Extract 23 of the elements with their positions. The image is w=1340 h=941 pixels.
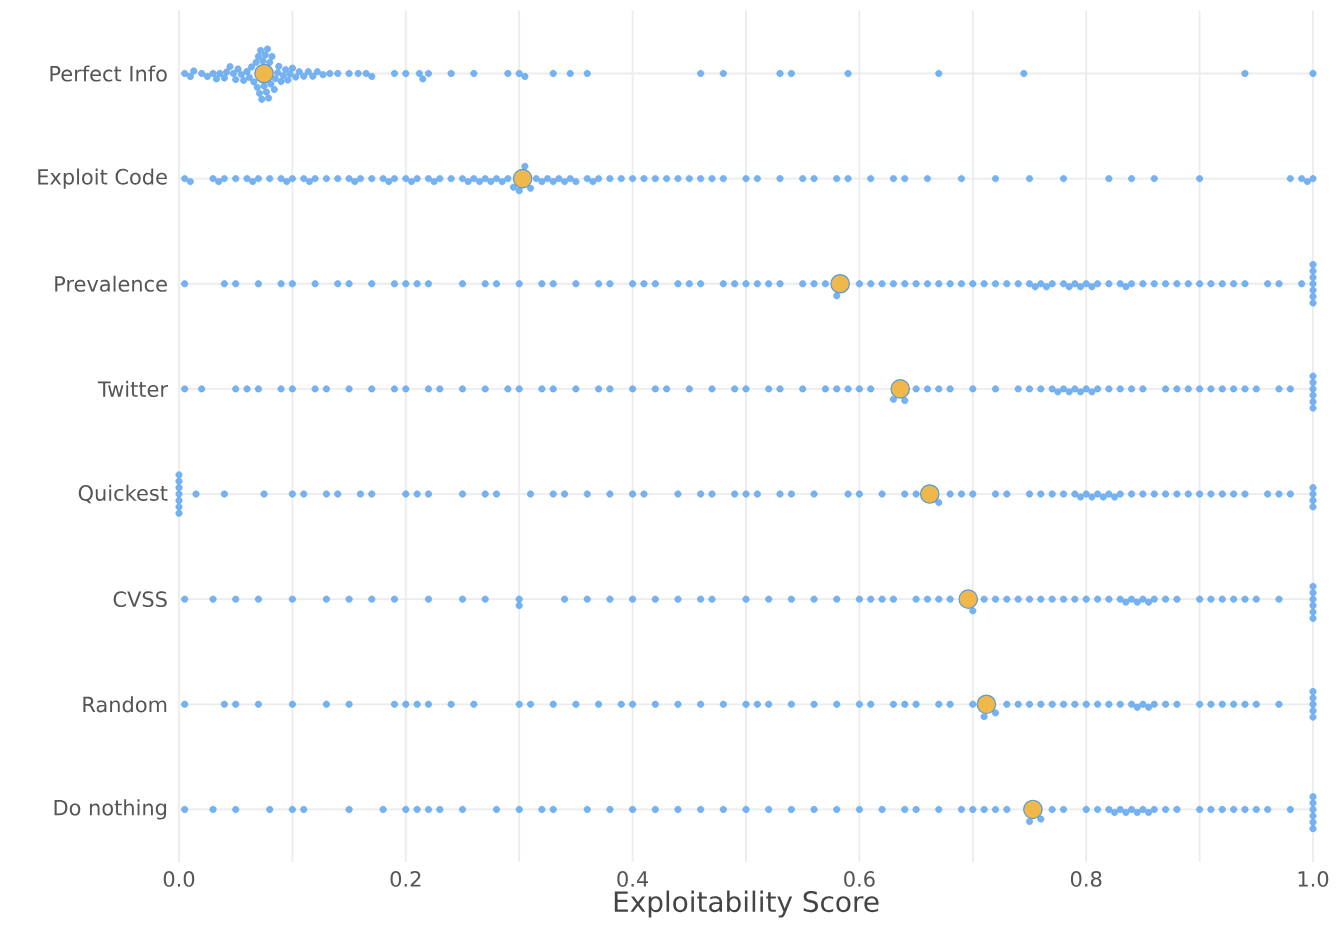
x-tick-label: 0.6 — [844, 871, 875, 887]
point — [1023, 799, 1043, 820]
y-tick-label: Prevalence — [55, 275, 167, 292]
y-tick-label: Twitter — [97, 380, 168, 397]
y-tick-label: Perfect Info — [50, 65, 167, 82]
y-tick-label: Exploit Code — [38, 168, 167, 189]
y-tick-label: Random — [83, 696, 167, 713]
point — [254, 63, 274, 84]
point — [919, 484, 940, 504]
x-tick-label: 1.0 — [1298, 871, 1329, 887]
x-tick-label: 0.8 — [1070, 871, 1102, 887]
point — [512, 168, 533, 189]
x-axis-title: Exploitability Score — [614, 890, 879, 918]
y-tick-label: CVSS — [113, 591, 167, 608]
x-tick-label: 0.2 — [390, 871, 421, 887]
point — [890, 379, 911, 399]
point — [830, 273, 850, 294]
x-tick-label: 0.0 — [163, 871, 195, 887]
x-tick-label: 0.4 — [617, 871, 649, 887]
point — [958, 589, 979, 609]
y-tick-label: Quickest — [78, 484, 168, 504]
y-tick-label: Do nothing — [54, 799, 167, 820]
point — [976, 694, 997, 715]
